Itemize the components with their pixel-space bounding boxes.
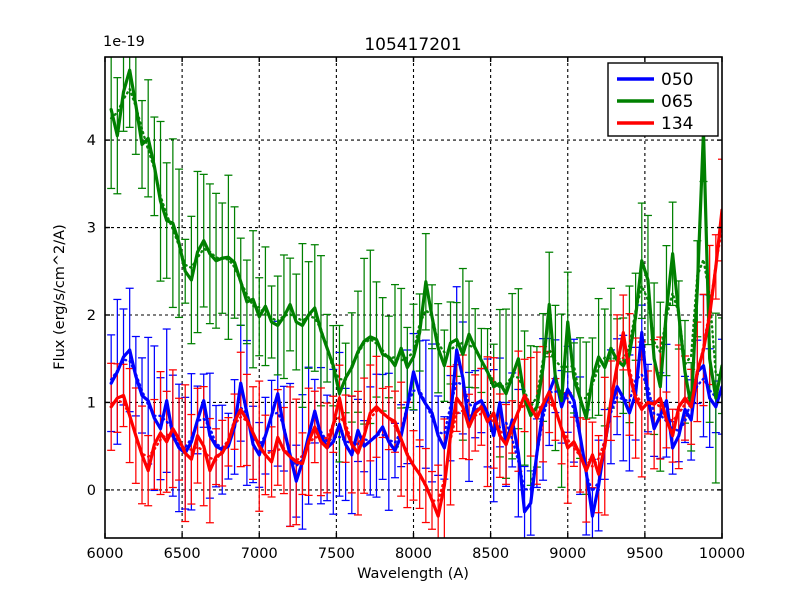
- x-axis-label: Wavelength (A): [357, 566, 469, 582]
- x-tick-label: 6500: [164, 546, 201, 562]
- x-tick-label: 7500: [318, 546, 355, 562]
- legend[interactable]: 050 065 134: [607, 62, 719, 137]
- y-tick-label: 2: [87, 308, 96, 324]
- page-title: 105417201: [364, 35, 461, 55]
- dotted-trace-065: [109, 86, 722, 410]
- legend-label-134: 134: [661, 114, 693, 134]
- y-tick-label: 4: [87, 133, 96, 149]
- trace-050: [109, 330, 722, 518]
- axis-ticks: 6000 6500 7000 7500 8000 8500 9000 9500 10000 0 1 2…: [87, 57, 745, 562]
- y-axis-offset-label: 1e-19: [103, 34, 145, 50]
- y-tick-label: 0: [87, 483, 96, 499]
- legend-label-065: 065: [661, 92, 693, 112]
- y-tick-label: 1: [87, 395, 96, 411]
- grid-lines: [105, 57, 722, 538]
- legend-item-065[interactable]: 065: [617, 92, 693, 112]
- x-tick-label: 8500: [472, 546, 509, 562]
- trace-134: [109, 208, 722, 518]
- x-tick-label: 8000: [395, 546, 432, 562]
- legend-box: [607, 62, 719, 137]
- dotted-trace-050: [109, 358, 722, 494]
- x-tick-label: 9000: [549, 546, 586, 562]
- legend-item-050[interactable]: 050: [617, 70, 693, 90]
- x-tick-label: 10000: [699, 546, 745, 562]
- x-tick-label: 7000: [241, 546, 278, 562]
- x-tick-label: 9500: [626, 546, 663, 562]
- data-traces: [109, 68, 722, 518]
- y-tick-label: 3: [87, 221, 96, 237]
- x-tick-label: 6000: [87, 546, 124, 562]
- y-axis-label: Flux (erg/s/cm^2/A): [52, 224, 68, 370]
- legend-label-050: 050: [661, 70, 693, 90]
- legend-item-134[interactable]: 134: [617, 114, 693, 134]
- trace-065: [109, 68, 722, 420]
